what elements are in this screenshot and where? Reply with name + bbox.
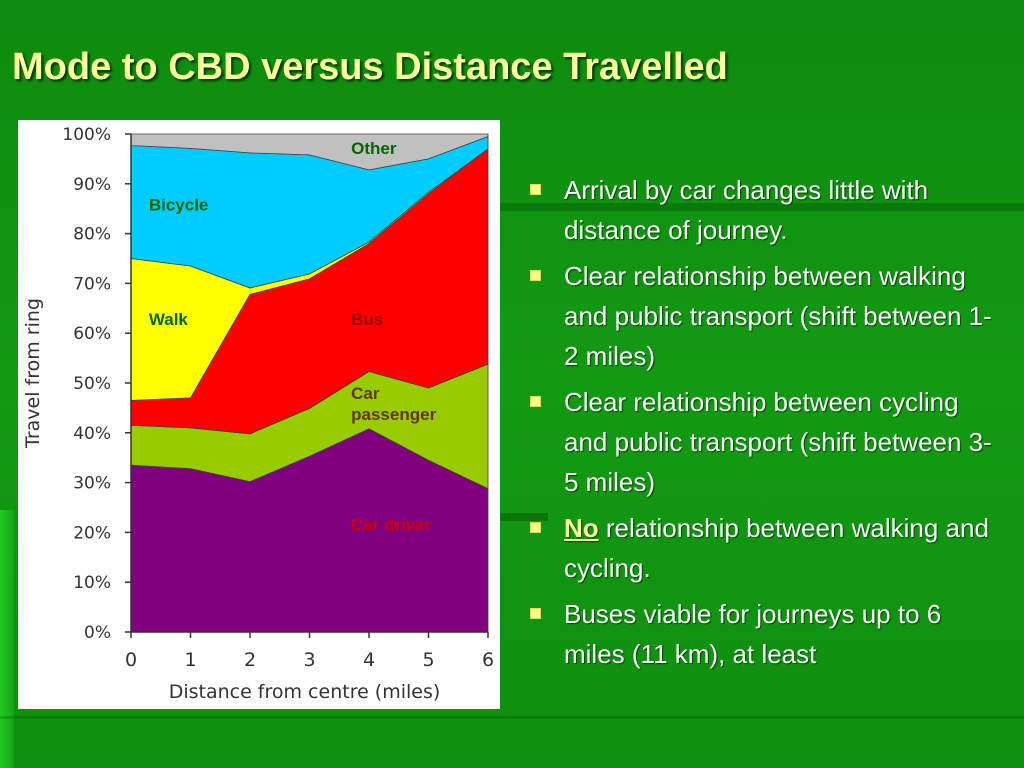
bullet-text: Buses viable for journeys up to 6 miles … — [564, 599, 942, 669]
y-tick-label: 40% — [73, 424, 111, 444]
x-tick-label: 1 — [184, 649, 196, 671]
series-label-bus: Bus — [351, 310, 383, 329]
y-tick-label: 20% — [73, 523, 111, 543]
chart-panel: 0% 10% 20% 30% 40% 50% 60% 70% 80% 90% 100% 0 1 2 3 4 5 6… — [18, 120, 500, 709]
series-label-walk: Walk — [149, 310, 189, 329]
bullet-emphasis: No — [564, 513, 599, 543]
square-bullet-icon — [530, 396, 541, 407]
x-tick-label: 4 — [363, 649, 375, 671]
decorative-line — [0, 716, 1024, 719]
x-tick-label: 2 — [244, 649, 256, 671]
slide-title: Mode to CBD versus Distance Travelled — [12, 46, 728, 88]
bullet-item: Clear relationship between cycling and p… — [522, 382, 1002, 502]
series-label-car-passenger: Car — [351, 384, 380, 403]
x-tick-label: 3 — [303, 649, 315, 671]
series-label-bicycle: Bicycle — [149, 196, 209, 215]
y-tick-label: 80% — [73, 225, 111, 245]
x-axis-label: Distance from centre (miles) — [169, 681, 441, 703]
decorative-left-strip — [0, 510, 14, 768]
y-axis-label: Travel from ring — [22, 298, 44, 449]
bullet-item: Buses viable for journeys up to 6 miles … — [522, 594, 1002, 674]
bullet-item: Arrival by car changes little with dista… — [522, 170, 1002, 250]
y-tick-label: 30% — [73, 474, 111, 494]
bullet-list: Arrival by car changes little with dista… — [522, 170, 1002, 680]
square-bullet-icon — [530, 270, 541, 281]
y-tick-label: 10% — [73, 573, 111, 593]
y-tick-label: 60% — [73, 324, 111, 344]
series-label-car-passenger: passenger — [351, 405, 436, 424]
y-tick-label: 50% — [73, 374, 111, 394]
x-tick-label: 5 — [422, 649, 434, 671]
decorative-bar — [500, 203, 1024, 211]
y-tick-label: 0% — [84, 623, 111, 643]
y-tick-label: 70% — [73, 274, 111, 294]
x-tick-label: 0 — [125, 649, 137, 671]
y-tick-label: 90% — [73, 175, 111, 195]
bullet-text: relationship between walking and cycling… — [564, 513, 989, 583]
bullet-text: Clear relationship between cycling and p… — [564, 387, 992, 497]
y-tick-label: 100% — [62, 125, 111, 145]
decorative-bar-short — [500, 513, 548, 521]
square-bullet-icon — [530, 184, 541, 195]
area-other — [130, 133, 489, 171]
bullet-item: No relationship between walking and cycl… — [522, 508, 1002, 588]
bullet-text: Arrival by car changes little with dista… — [564, 175, 929, 245]
stacked-area-chart: 0% 10% 20% 30% 40% 50% 60% 70% 80% 90% 100% 0 1 2 3 4 5 6… — [22, 125, 494, 703]
square-bullet-icon — [530, 608, 541, 619]
bullet-text: Clear relationship between walking and p… — [564, 261, 992, 371]
series-label-car-driver: Car driver — [351, 515, 432, 534]
square-bullet-icon — [530, 522, 541, 533]
x-tick-label: 6 — [482, 649, 494, 671]
bullet-item: Clear relationship between walking and p… — [522, 256, 1002, 376]
series-label-other: Other — [351, 139, 397, 158]
